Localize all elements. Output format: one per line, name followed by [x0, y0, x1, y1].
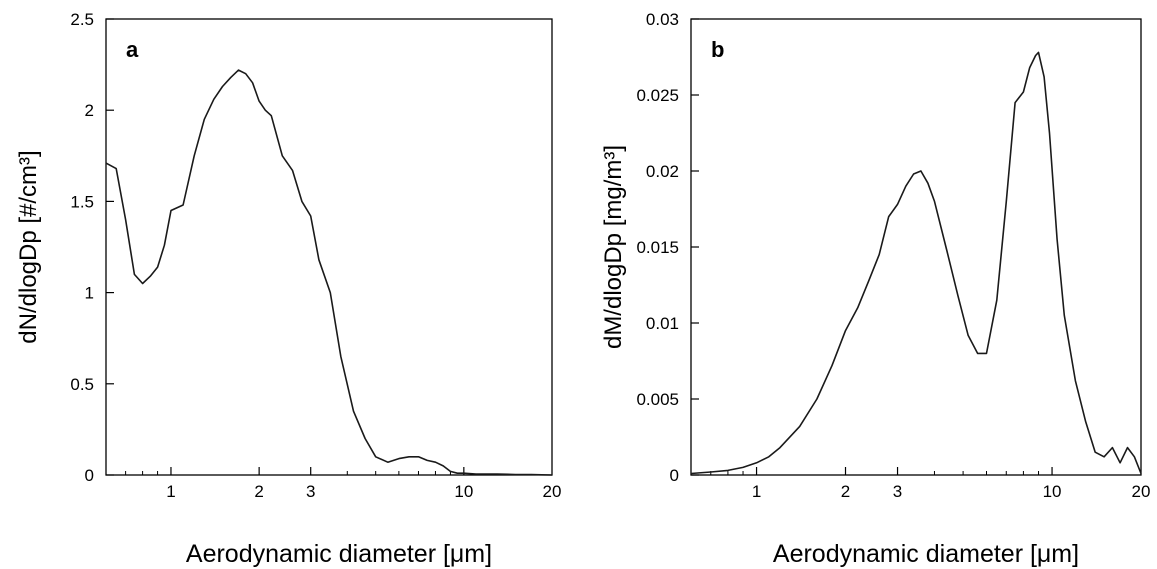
chart-a-series-line [105, 69, 553, 476]
chart-b-y-tick-label: 0.02 [646, 162, 679, 181]
chart-b-y-axis-label: dM/dlogDp [mg/m³] [600, 145, 627, 349]
chart-a-y-tick-label: 2 [85, 101, 94, 120]
chart-a-x-tick-label: 3 [306, 482, 315, 501]
chart-a-x-tick-label: 2 [254, 482, 263, 501]
chart-a-x-tick-label: 20 [543, 482, 562, 501]
chart-b-y-tick-label: 0.005 [636, 390, 679, 409]
chart-a-y-tick-label: 1 [85, 284, 94, 303]
chart-b-x-tick-label: 3 [893, 482, 902, 501]
chart-b-y-tick-label: 0.03 [646, 10, 679, 29]
chart-b-y-tick-label: 0.015 [636, 238, 679, 257]
chart-b-x-tick-label: 10 [1043, 482, 1062, 501]
chart-b-y-tick-label: 0.025 [636, 86, 679, 105]
chart-panel-b: 1 2 3 10 20 0 0.005 0.01 0.015 0.02 0.025 0.03 b Aero… [600, 10, 1150, 568]
chart-b-plot-frame [690, 18, 1142, 476]
chart-b-y-tick-label: 0 [670, 466, 679, 485]
chart-b-y-tick-label: 0.01 [646, 314, 679, 333]
chart-a-x-tick-label: 1 [166, 482, 175, 501]
chart-a-x-axis-label: Aerodynamic diameter [μm] [186, 540, 492, 568]
chart-b-x-tick-label: 1 [752, 482, 761, 501]
chart-a-panel-label: a [126, 37, 139, 62]
chart-a-y-axis-label: dN/dlogDp [#/cm³] [15, 150, 42, 343]
chart-a-y-tick-label: 0.5 [70, 375, 94, 394]
chart-b-x-tick-label: 20 [1132, 482, 1151, 501]
chart-a-y-tick-label: 0 [85, 466, 94, 485]
chart-b-x-axis-label: Aerodynamic diameter [μm] [773, 540, 1079, 568]
chart-a-x-tick-label: 10 [454, 482, 473, 501]
chart-a-plot-frame [105, 18, 553, 476]
chart-b-panel-label: b [711, 37, 724, 62]
chart-b-series-line [690, 51, 1142, 475]
chart-a-y-tick-label: 2.5 [70, 10, 94, 29]
chart-a-y-tick-label: 1.5 [70, 192, 94, 211]
chart-b-x-tick-label: 2 [841, 482, 850, 501]
chart-panel-a: 1 2 3 10 20 0 0.5 1 1.5 2 2.5 a Aerodynamic diameter… [15, 10, 561, 568]
